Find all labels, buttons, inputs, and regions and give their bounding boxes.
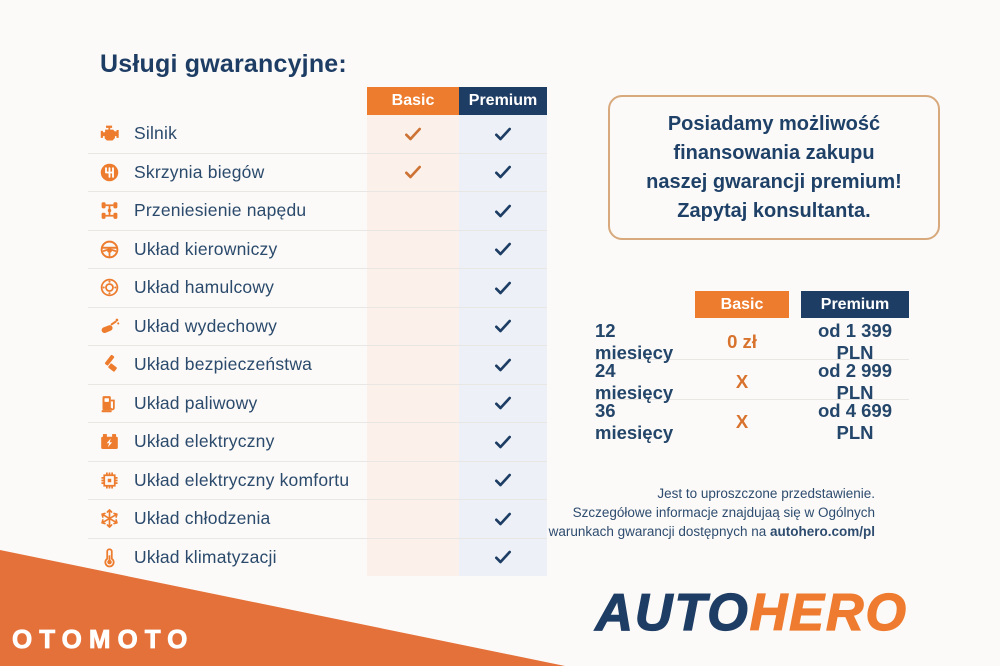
- pricing-basic-value: 0 zł: [727, 331, 757, 352]
- service-row: Układ kierowniczy: [88, 229, 547, 269]
- services-table: Basic Premium Silnik Skrzynia biegów Przen…: [88, 87, 547, 576]
- otomoto-logo: OTOMOTO: [12, 624, 195, 655]
- premium-check-icon: [459, 115, 547, 153]
- premium-check-icon: [459, 500, 547, 538]
- service-row: Układ chłodzenia: [88, 499, 547, 538]
- steering-wheel-icon: [88, 231, 134, 269]
- service-label: Układ bezpieczeństwa: [134, 354, 313, 375]
- premium-check-icon: [459, 307, 547, 345]
- service-row: Przeniesienie napędu: [88, 191, 547, 230]
- service-row: Układ paliwowy: [88, 383, 547, 423]
- premium-check-icon: [459, 153, 547, 191]
- pricing-premium-value: od 4 699 PLN: [817, 400, 893, 443]
- service-row: Układ bezpieczeństwa: [88, 345, 547, 384]
- service-label: Układ klimatyzacji: [134, 546, 277, 567]
- exhaust-icon: [88, 308, 134, 346]
- autohero-logo-hero: HERO: [749, 583, 908, 642]
- service-label: Skrzynia biegów: [134, 161, 265, 182]
- premium-check-icon: [459, 538, 547, 576]
- chip-icon: [88, 462, 134, 500]
- basic-empty-cell: [367, 538, 459, 576]
- service-label: Układ elektryczny: [134, 431, 275, 452]
- service-row: Układ klimatyzacji: [88, 537, 547, 577]
- basic-empty-cell: [367, 384, 459, 422]
- thermometer-icon: [88, 539, 134, 577]
- service-label: Silnik: [134, 123, 178, 144]
- service-row: Układ elektryczny komfortu: [88, 460, 547, 500]
- basic-empty-cell: [367, 230, 459, 268]
- disclaimer-url: autohero.com/pl: [769, 524, 875, 539]
- battery-icon: [88, 423, 134, 461]
- basic-empty-cell: [367, 423, 459, 461]
- engine-icon: [88, 115, 134, 153]
- pricing-table-header: Basic Premium: [595, 291, 909, 318]
- basic-empty-cell: [367, 461, 459, 499]
- service-label: Układ kierowniczy: [134, 238, 278, 259]
- premium-check-icon: [459, 230, 547, 268]
- services-title: Usługi gwarancyjne:: [100, 50, 347, 78]
- service-row: Skrzynia biegów: [88, 152, 547, 192]
- autohero-logo: AUTOHERO: [595, 583, 908, 643]
- service-row: Silnik: [88, 115, 547, 153]
- pricing-basic-value: X: [735, 371, 749, 392]
- service-row: Układ elektryczny: [88, 422, 547, 461]
- service-label: Układ wydechowy: [134, 315, 278, 336]
- basic-empty-cell: [367, 269, 459, 307]
- basic-column-header: Basic: [367, 87, 459, 115]
- premium-column-header: Premium: [459, 87, 547, 115]
- premium-check-icon: [459, 192, 547, 230]
- pricing-premium-value: od 2 999 PLN: [817, 360, 893, 403]
- pricing-premium-value: od 1 399 PLN: [817, 320, 893, 363]
- pricing-basic-header: Basic: [695, 291, 789, 318]
- pricing-period: 12 miesięcy: [595, 320, 674, 363]
- service-row: Układ hamulcowy: [88, 268, 547, 307]
- pricing-period: 36 miesięcy: [595, 400, 674, 443]
- seatbelt-icon: [88, 346, 134, 384]
- premium-check-icon: [459, 269, 547, 307]
- pricing-premium-header: Premium: [801, 291, 909, 318]
- premium-check-icon: [459, 384, 547, 422]
- basic-empty-cell: [367, 307, 459, 345]
- disclaimer-line: warunkach gwarancji dostępnych na autohe…: [548, 524, 875, 539]
- basic-check-icon: [367, 153, 459, 191]
- premium-check-icon: [459, 346, 547, 384]
- service-label: Przeniesienie napędu: [134, 200, 307, 221]
- premium-check-icon: [459, 461, 547, 499]
- premium-check-icon: [459, 423, 547, 461]
- fuel-pump-icon: [88, 385, 134, 423]
- basic-check-icon: [367, 115, 459, 153]
- services-table-header: Basic Premium: [88, 87, 547, 115]
- autohero-logo-auto: AUTO: [595, 583, 750, 642]
- services-rows: Silnik Skrzynia biegów Przeniesienie napęd…: [88, 115, 547, 576]
- drivetrain-icon: [88, 192, 134, 230]
- service-label: Układ hamulcowy: [134, 277, 275, 298]
- basic-empty-cell: [367, 346, 459, 384]
- disclaimer-text: Jest to uproszczone przedstawienie. Szcze…: [549, 484, 875, 541]
- pricing-row: 12 miesięcy 0 zł od 1 399 PLN: [595, 320, 909, 363]
- service-label: Układ paliwowy: [134, 392, 258, 413]
- disclaimer-line: Jest to uproszczone przedstawienie.: [657, 486, 875, 501]
- pricing-table: Basic Premium 12 miesięcy 0 zł od 1 399 PL…: [595, 291, 909, 443]
- basic-empty-cell: [367, 192, 459, 230]
- gearbox-icon: [88, 154, 134, 192]
- snowflake-icon: [88, 500, 134, 538]
- pricing-basic-value: X: [735, 411, 749, 432]
- financing-promo-box: Posiadamy możliwość finansowania zakupu …: [608, 95, 940, 240]
- basic-empty-cell: [367, 500, 459, 538]
- brake-disc-icon: [88, 269, 134, 307]
- pricing-period: 24 miesięcy: [595, 360, 674, 403]
- service-label: Układ elektryczny komfortu: [134, 469, 350, 490]
- disclaimer-line: Szczegółowe informacje znajdujaą się w O…: [572, 505, 875, 520]
- service-label: Układ chłodzenia: [134, 508, 271, 529]
- service-row: Układ wydechowy: [88, 306, 547, 346]
